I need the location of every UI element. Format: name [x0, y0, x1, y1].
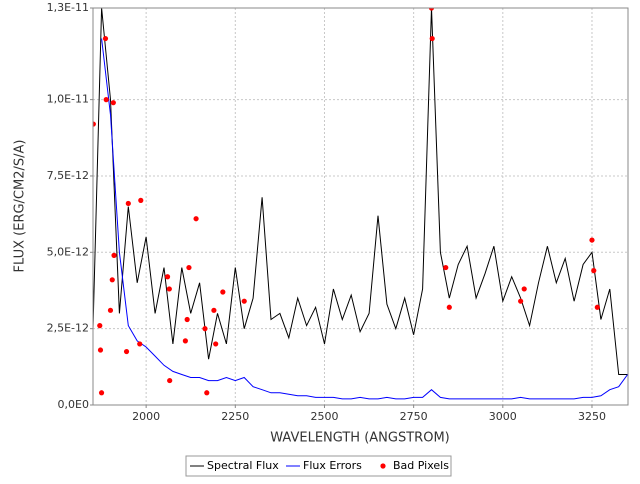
bad-pixel [164, 274, 171, 280]
y-tick-label: 1,0E-11 [47, 93, 89, 106]
legend-label: Bad Pixels [393, 459, 449, 472]
legend-box [185, 455, 452, 477]
bad-pixel [213, 341, 219, 347]
bad-pixel [166, 286, 172, 292]
bad-pixel [518, 298, 524, 304]
bad-pixel [93, 121, 96, 127]
bad-pixel [97, 323, 103, 329]
x-tick-label: 2000 [132, 410, 160, 423]
bad-pixel [443, 264, 449, 271]
x-tick-label: 3000 [489, 410, 517, 423]
bad-pixel [123, 348, 130, 355]
legend-label: Flux Errors [303, 459, 362, 472]
legend-swatch [380, 463, 386, 469]
series-line [101, 38, 628, 400]
plot-frame [92, 7, 629, 406]
bad-pixel [103, 97, 109, 103]
bad-pixel [204, 390, 210, 396]
bad-pixel [97, 347, 104, 353]
bad-pixel [107, 307, 114, 313]
bad-pixel [137, 341, 143, 347]
series-line [93, 8, 628, 375]
bad-pixel [591, 268, 597, 274]
x-axis-title: WAVELENGTH (ANGSTROM) [270, 431, 449, 446]
x-tick-label: 2750 [400, 410, 428, 423]
x-tick-label: 2500 [310, 410, 338, 423]
y-axis-title: FLUX (ERG/CM2/S/A) [13, 140, 28, 273]
bad-pixel [102, 35, 109, 42]
y-tick-label: 1,3E-11 [47, 1, 89, 14]
bad-pixel [202, 326, 208, 332]
bad-pixel [521, 286, 527, 292]
legend-label: Spectral Flux [207, 459, 279, 472]
y-tick-label: 7,5E-12 [47, 169, 89, 182]
bad-pixel [186, 264, 192, 271]
bad-pixel [589, 237, 595, 243]
legend: Spectral Flux Flux Errors Bad Pixels [190, 459, 449, 472]
bad-pixel [428, 8, 435, 11]
y-tick-label: 0,0E0 [58, 398, 89, 411]
bad-pixel [98, 390, 105, 396]
bad-pixel [594, 304, 600, 310]
x-tick-label: 2250 [221, 410, 249, 423]
bad-pixel [211, 307, 217, 313]
bad-pixel [138, 197, 144, 203]
plot [93, 8, 628, 400]
y-tick-label: 5,0E-12 [47, 245, 89, 258]
bad-pixel [109, 277, 115, 283]
bad-pixel [111, 252, 117, 258]
y-tick-label: 2,5E-12 [47, 322, 89, 335]
bad-pixel [220, 289, 226, 295]
plot-area [93, 8, 628, 405]
bad-pixel [184, 316, 190, 323]
bad-pixel [241, 298, 247, 304]
bad-pixel [193, 216, 199, 222]
bad-pixel [110, 100, 116, 106]
bad-pixel [429, 35, 435, 42]
bad-pixel [446, 304, 452, 310]
bad-pixel [182, 338, 188, 344]
bad-pixel [125, 200, 131, 207]
bad-pixel [167, 377, 173, 384]
x-tick-label: 3250 [578, 410, 606, 423]
